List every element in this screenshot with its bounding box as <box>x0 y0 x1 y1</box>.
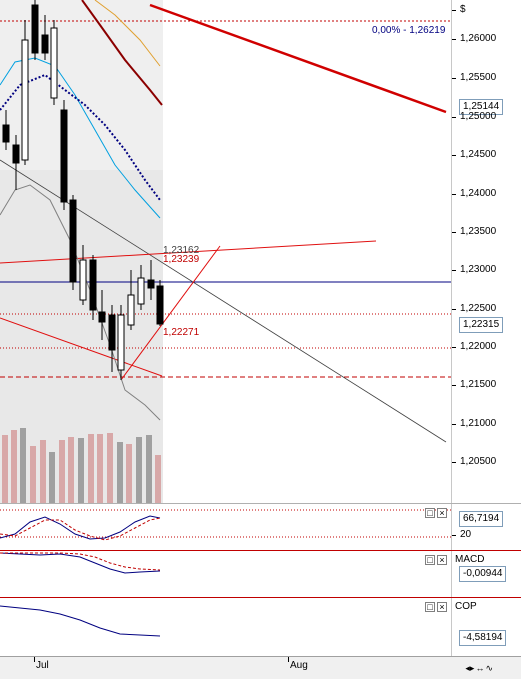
price-tick: 1,26000 <box>452 33 497 44</box>
time-tick <box>288 657 289 662</box>
macd-axis[interactable]: MACD -0,00944 <box>451 551 521 597</box>
maximize-icon[interactable]: □ <box>425 508 435 518</box>
macd-canvas <box>0 552 161 574</box>
price-tick: 1,25500 <box>452 72 497 83</box>
time-label-aug: Aug <box>290 660 308 671</box>
price-tick: 1,20500 <box>452 456 497 467</box>
pane-separator[interactable] <box>0 550 521 551</box>
channel-upper <box>0 240 377 264</box>
time-tick <box>34 657 35 662</box>
price-tick: 1,23500 <box>452 226 497 237</box>
macd-pane[interactable]: □ × <box>0 551 451 597</box>
scroll-controls: ◂▸ ↔ ∿ <box>465 663 493 674</box>
cop-pane-buttons: □ × <box>425 602 451 612</box>
price-tick: 1,22500 <box>452 303 497 314</box>
major-trendline <box>149 3 447 114</box>
price-chart-pane[interactable]: 0,00% - 1,26219 1,23162 1,23239 1,22271 <box>0 0 451 503</box>
time-label-jul: Jul <box>36 660 49 671</box>
macd-value-badge: -0,00944 <box>459 566 507 582</box>
autoscale-icon[interactable]: ∿ <box>485 663 493 673</box>
pane-separator[interactable] <box>0 597 521 598</box>
maximize-icon[interactable]: □ <box>425 555 435 565</box>
price-chart-canvas[interactable] <box>0 0 451 503</box>
time-axis[interactable]: Jul Aug ◂▸ ↔ ∿ <box>0 656 521 679</box>
price-tick: 1,25000 <box>452 111 497 122</box>
price-tick: 1,21500 <box>452 379 497 390</box>
scroll-left-icon[interactable]: ◂▸ <box>465 663 475 673</box>
annotation-1: 1,23162 <box>163 245 200 256</box>
close-icon[interactable]: × <box>437 555 447 565</box>
close-icon[interactable]: × <box>437 508 447 518</box>
macd-title: MACD <box>455 554 485 565</box>
channel-lower <box>0 317 163 377</box>
annotation-2: 1,23239 <box>163 254 200 265</box>
price-tick: 1,24500 <box>452 149 497 160</box>
annotation-3: 1,22271 <box>163 327 200 338</box>
currency-symbol: $ <box>452 4 466 15</box>
current-price-badge: 1,22315 <box>459 317 504 333</box>
price-tick: 1,24000 <box>452 188 497 199</box>
price-tick: 1,23000 <box>452 264 497 275</box>
maximize-icon[interactable]: □ <box>425 602 435 612</box>
fib-label: 0,00% - 1,26219 <box>372 25 446 36</box>
oscillator-pane-buttons: □ × <box>425 508 451 518</box>
close-icon[interactable]: × <box>437 602 447 612</box>
candles <box>2 0 164 380</box>
cop-canvas <box>0 605 161 637</box>
oscillator-pane[interactable]: □ × <box>0 504 451 550</box>
ma-darkred <box>81 0 163 106</box>
cop-axis[interactable]: COP -4,58194 <box>451 598 521 656</box>
oscillator-axis[interactable]: 66,7194 20 <box>451 504 521 550</box>
oscillator-value-badge: 66,7194 <box>459 511 504 527</box>
ma-orange <box>94 0 161 67</box>
zoom-icon[interactable]: ↔ <box>475 663 485 673</box>
rising-trendline <box>120 245 221 381</box>
price-tick: 1,22000 <box>452 341 497 352</box>
price-axis[interactable]: $ 1,26000 1,25500 1,25144 1,25000 1,2450… <box>451 0 521 503</box>
cop-value-badge: -4,58194 <box>459 630 507 646</box>
oscillator-level-label: 20 <box>452 529 472 540</box>
macd-pane-buttons: □ × <box>425 555 451 565</box>
price-tick: 1,21000 <box>452 418 497 429</box>
volume-bars <box>2 428 161 503</box>
cop-title: COP <box>455 601 477 612</box>
cop-pane[interactable]: □ × <box>0 598 451 656</box>
last-price-badge: 1,25144 <box>459 99 504 115</box>
pane-separator[interactable] <box>0 503 521 504</box>
oscillator-canvas <box>0 509 451 541</box>
